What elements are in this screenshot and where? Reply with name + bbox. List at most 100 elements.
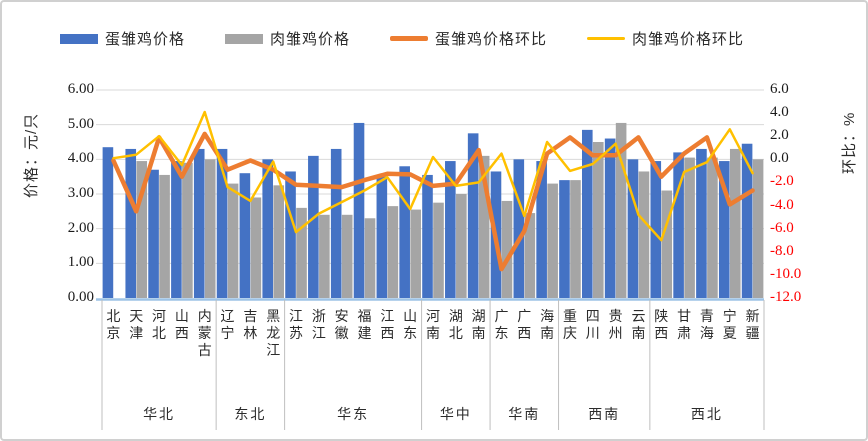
- category-label-河北: 河北: [148, 308, 171, 342]
- category-label-陕西: 陕西: [650, 308, 673, 342]
- category-char: 京: [106, 325, 121, 341]
- legend-label: 蛋雏鸡价格环比: [435, 31, 548, 48]
- bar-肉雏鸡价格-河南: [433, 202, 444, 298]
- category-char: 肃: [677, 325, 692, 341]
- region-label-华南: 华南: [508, 406, 541, 422]
- category-char: 苏: [289, 325, 304, 341]
- left-axis-tick: 0.00: [67, 289, 94, 305]
- legend-line-swatch: [390, 36, 429, 41]
- category-char: 西: [174, 325, 189, 341]
- legend-item-肉雏鸡价格[interactable]: 肉雏鸡价格: [225, 28, 350, 49]
- category-label-福建: 福建: [353, 308, 376, 342]
- category-char: 青: [699, 308, 714, 324]
- bar-蛋雏鸡价格-海南: [536, 161, 547, 298]
- right-axis-tick: 2.0: [770, 127, 789, 144]
- category-char: 南: [471, 325, 486, 341]
- category-label-湖南: 湖南: [467, 308, 490, 342]
- right-axis-tick: -4.0: [770, 196, 794, 213]
- bar-肉雏鸡价格-重庆: [570, 180, 581, 298]
- bar-蛋雏鸡价格-山东: [399, 166, 410, 298]
- bar-肉雏鸡价格-新疆: [752, 159, 764, 298]
- bar-蛋雏鸡价格-天津: [125, 148, 137, 298]
- bar-肉雏鸡价格-陕西: [661, 190, 673, 298]
- right-axis-tick: 4.0: [770, 104, 789, 121]
- category-char: 海: [699, 325, 714, 341]
- left-axis-tick: 5.00: [67, 115, 94, 132]
- region-label-华东: 华东: [337, 406, 370, 422]
- region-label-西北: 西北: [690, 406, 723, 422]
- bar-肉雏鸡价格-甘肃: [684, 157, 695, 298]
- category-char: 北: [106, 308, 121, 324]
- bar-蛋雏鸡价格-新疆: [741, 143, 753, 298]
- legend-item-肉雏鸡价格环比[interactable]: 肉雏鸡价格环比: [587, 28, 744, 49]
- category-label-北京: 北京: [102, 308, 125, 342]
- category-label-安徽: 安徽: [330, 308, 353, 342]
- legend-item-蛋雏鸡价格环比[interactable]: 蛋雏鸡价格环比: [390, 28, 547, 49]
- category-char: 北: [152, 325, 167, 341]
- category-char: 东: [494, 325, 509, 341]
- category-char: 徽: [334, 325, 349, 341]
- legend-label: 肉雏鸡价格环比: [632, 31, 745, 48]
- category-char: 陕: [654, 308, 669, 324]
- left-axis-tick: 2.00: [67, 219, 94, 236]
- bar-蛋雏鸡价格-江苏: [285, 171, 296, 298]
- right-axis-tick: -6.0: [770, 219, 794, 236]
- category-char: 古: [197, 342, 212, 358]
- bar-肉雏鸡价格-天津: [136, 161, 148, 298]
- category-char: 甘: [677, 308, 692, 324]
- category-char: 海: [540, 308, 555, 324]
- bar-蛋雏鸡价格-广西: [513, 159, 525, 298]
- category-char: 广: [517, 308, 532, 324]
- bar-蛋雏鸡价格-湖南: [467, 133, 479, 298]
- bar-蛋雏鸡价格-辽宁: [216, 148, 228, 298]
- bar-肉雏鸡价格-贵州: [615, 122, 627, 298]
- category-char: 贵: [608, 308, 623, 324]
- category-char: 辽: [220, 308, 235, 324]
- legend-item-蛋雏鸡价格[interactable]: 蛋雏鸡价格: [60, 28, 185, 49]
- region-label-华中: 华中: [439, 406, 472, 422]
- category-char: 南: [631, 325, 646, 341]
- category-label-贵州: 贵州: [604, 308, 627, 342]
- legend-bar-swatch: [225, 33, 264, 44]
- category-label-湖北: 湖北: [444, 308, 467, 342]
- bar-肉雏鸡价格-江西: [387, 206, 399, 298]
- category-char: 龙: [266, 325, 281, 341]
- bar-蛋雏鸡价格-甘肃: [673, 152, 684, 298]
- region-label-华北: 华北: [143, 406, 176, 422]
- legend-bar-swatch: [60, 33, 98, 44]
- category-char: 河: [425, 308, 440, 324]
- category-char: 州: [608, 325, 623, 341]
- category-char: 东: [403, 325, 418, 341]
- region-label-东北: 东北: [234, 406, 267, 422]
- bar-肉雏鸡价格-山东: [410, 209, 421, 298]
- category-char: 夏: [722, 325, 737, 341]
- category-char: 浙: [311, 308, 326, 324]
- category-char: 四: [585, 308, 600, 324]
- bar-肉雏鸡价格-四川: [592, 142, 604, 298]
- legend-label: 蛋雏鸡价格: [105, 31, 186, 48]
- bar-肉雏鸡价格-湖南: [478, 155, 490, 298]
- bar-肉雏鸡价格-河北: [159, 174, 170, 298]
- category-char: 江: [266, 342, 281, 358]
- bar-肉雏鸡价格-内蒙古: [204, 159, 216, 298]
- left-axis-title: 价格：元/只: [23, 112, 40, 198]
- category-label-江苏: 江苏: [285, 308, 308, 342]
- category-label-宁夏: 宁夏: [718, 308, 741, 342]
- bar-蛋雏鸡价格-云南: [627, 159, 639, 298]
- bar-肉雏鸡价格-辽宁: [227, 183, 239, 298]
- bar-蛋雏鸡价格-湖北: [445, 161, 456, 298]
- bar-肉雏鸡价格-云南: [638, 171, 650, 298]
- category-char: 新: [745, 308, 760, 324]
- bar-蛋雏鸡价格-安徽: [330, 148, 342, 298]
- bar-肉雏鸡价格-宁夏: [729, 148, 741, 298]
- bar-蛋雏鸡价格-青海: [696, 148, 707, 298]
- category-char: 天: [129, 308, 144, 324]
- category-char: 建: [357, 325, 372, 341]
- category-label-辽宁: 辽宁: [216, 308, 239, 342]
- right-axis-title: 环比：%: [841, 111, 858, 174]
- category-char: 疆: [745, 325, 760, 341]
- bar-蛋雏鸡价格-浙江: [308, 155, 319, 298]
- category-char: 山: [174, 308, 189, 324]
- category-char: 津: [129, 325, 144, 341]
- category-label-内蒙古: 内蒙古: [193, 308, 216, 359]
